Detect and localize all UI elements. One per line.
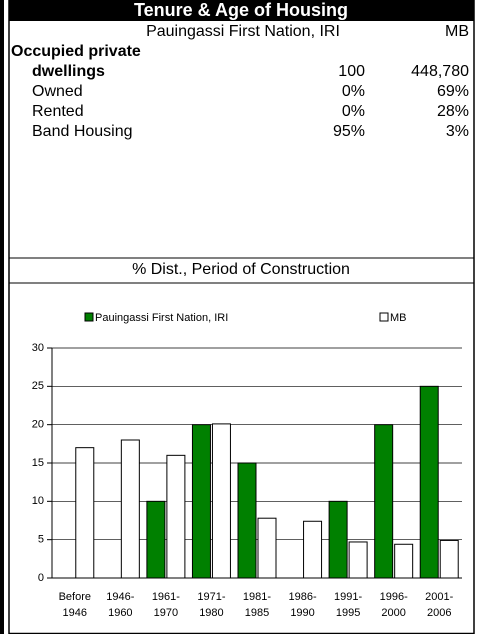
y-tick-label: 5 (38, 534, 44, 546)
x-tick-label: 1991-1995 (334, 591, 362, 619)
cell: 69% (437, 83, 469, 100)
bar (439, 539, 459, 579)
legend-swatch (84, 312, 94, 322)
left-edge (0, 0, 4, 634)
legend-label: Pauingassi First Nation, IRI (95, 312, 228, 324)
cell: 448,780 (411, 63, 469, 80)
title-bar (9, 0, 474, 21)
y-tick-label: 30 (32, 342, 44, 354)
group-label: Occupied private (11, 43, 141, 60)
row-label: Band Housing (32, 123, 133, 140)
bar (303, 520, 323, 579)
bar (120, 439, 140, 579)
cell: 0% (342, 83, 365, 100)
cell: 0% (342, 103, 365, 120)
y-tick-label: 15 (32, 457, 44, 469)
legend-swatch (379, 312, 389, 322)
title: Tenure & Age of Housing (134, 0, 348, 20)
bar (328, 500, 348, 579)
y-tick-label: 25 (32, 380, 44, 392)
x-tick-label: 1961-1970 (152, 591, 180, 619)
section-title: % Dist., Period of Construction (132, 261, 350, 278)
row-label: Owned (32, 83, 83, 100)
bar (166, 454, 186, 579)
cell: 100 (338, 63, 365, 80)
legend-label: MB (390, 312, 407, 324)
bar (75, 447, 95, 579)
row-label: dwellings (32, 63, 105, 80)
bar (211, 423, 231, 579)
bar (257, 517, 277, 579)
x-tick-label: Before 1946 (59, 591, 91, 619)
bar (237, 462, 257, 579)
bar (394, 543, 414, 579)
bar (419, 385, 439, 579)
column-header: Pauingassi First Nation, IRI (146, 23, 340, 40)
cell: 28% (437, 103, 469, 120)
cell: 3% (446, 123, 469, 140)
y-tick-label: 0 (38, 572, 44, 584)
x-tick-label: 1946-1960 (106, 591, 134, 619)
cell: 95% (333, 123, 365, 140)
y-tick-label: 10 (32, 495, 44, 507)
bar (374, 424, 394, 579)
x-tick-label: 1996-2000 (380, 591, 408, 619)
bar (348, 541, 368, 579)
y-tick-label: 20 (32, 419, 44, 431)
x-tick-label: 2001-2006 (425, 591, 453, 619)
bar (146, 500, 166, 579)
row-label: Rented (32, 103, 84, 120)
x-tick-label: 1971-1980 (197, 591, 225, 619)
column-header: MB (445, 23, 469, 40)
bar (191, 424, 211, 579)
x-tick-label: 1986-1990 (288, 591, 316, 619)
x-tick-label: 1981-1985 (243, 591, 271, 619)
